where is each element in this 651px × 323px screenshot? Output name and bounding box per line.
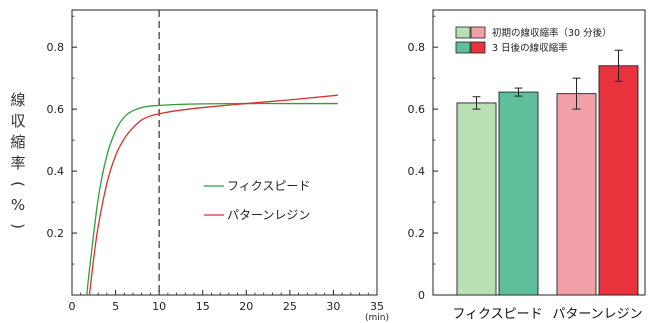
bar-category-label: パターンレジン — [552, 307, 642, 322]
bar-category-label: フィクスピード — [452, 307, 542, 322]
bar-legend: 初期の線収縮率（30 分後） 3 日後の線収縮率 — [455, 26, 612, 54]
bar — [556, 93, 597, 296]
bar-chart-frame — [432, 9, 646, 296]
bar-y-tick-label: 0.8 — [408, 41, 426, 54]
x-tick-label: 15 — [196, 300, 210, 313]
line-legend: フィクスピード パターンレジン — [204, 179, 310, 222]
legend-label-pattern: パターンレジン — [227, 208, 310, 222]
legend-label-3day: 3 日後の線収縮率 — [492, 42, 568, 54]
y-axis-label-char: ) — [9, 223, 27, 229]
bar-y-tick-label: 0.4 — [408, 165, 426, 178]
legend-swatch-initial-fix — [455, 26, 471, 39]
bar — [598, 65, 639, 296]
line-chart-frame — [71, 9, 378, 296]
y-tick-label: 0.8 — [47, 41, 65, 54]
x-tick-label: 25 — [283, 300, 297, 313]
legend-label-initial: 初期の線収縮率（30 分後） — [492, 27, 612, 39]
x-unit-label: (min) — [365, 313, 389, 323]
bar — [498, 91, 539, 296]
legend-label-fix: フィクスピード — [227, 179, 310, 193]
x-tick-label: 20 — [239, 300, 253, 313]
legend-swatch-initial-pattern — [470, 26, 486, 39]
x-tick-label: 5 — [112, 300, 119, 313]
series-line-pattern — [88, 94, 338, 296]
bar — [456, 102, 497, 296]
series-line-fix — [86, 102, 338, 296]
bar-y-tick-label: 0.6 — [408, 103, 426, 116]
x-tick-label: 0 — [69, 300, 76, 313]
x-tick-label: 10 — [152, 300, 166, 313]
x-tick-label: 35 — [370, 300, 384, 313]
legend-swatch-3day-fix — [455, 41, 471, 54]
y-axis-label-char: ( — [9, 181, 27, 187]
x-tick-label: 30 — [326, 300, 340, 313]
line-chart: 0 5 10 15 20 25 30 35(min) 0.2 0.4 0.6 0.8 フィクスピード … — [47, 9, 389, 323]
y-axis-label: 線収縮率 (%) — [9, 91, 27, 229]
bar-y-tick-label: 0 — [418, 289, 425, 302]
bar-y-tick-label: 0.2 — [408, 227, 426, 240]
bar-chart: 0 0.2 0.4 0.6 0.8 フィクスピード パターンレジン 初期の線収縮率（30 … — [408, 9, 646, 322]
y-axis-label-char: 収 — [10, 112, 25, 130]
y-axis-label-char: % — [11, 196, 25, 214]
y-axis-label-char: 率 — [10, 154, 25, 172]
y-axis-label-char: 線 — [10, 91, 25, 109]
y-tick-label: 0.6 — [47, 103, 65, 116]
y-axis-label-char: 縮 — [10, 133, 25, 151]
y-tick-label: 0.2 — [47, 227, 65, 240]
y-tick-label: 0.4 — [47, 165, 65, 178]
legend-swatch-3day-pattern — [470, 41, 486, 54]
